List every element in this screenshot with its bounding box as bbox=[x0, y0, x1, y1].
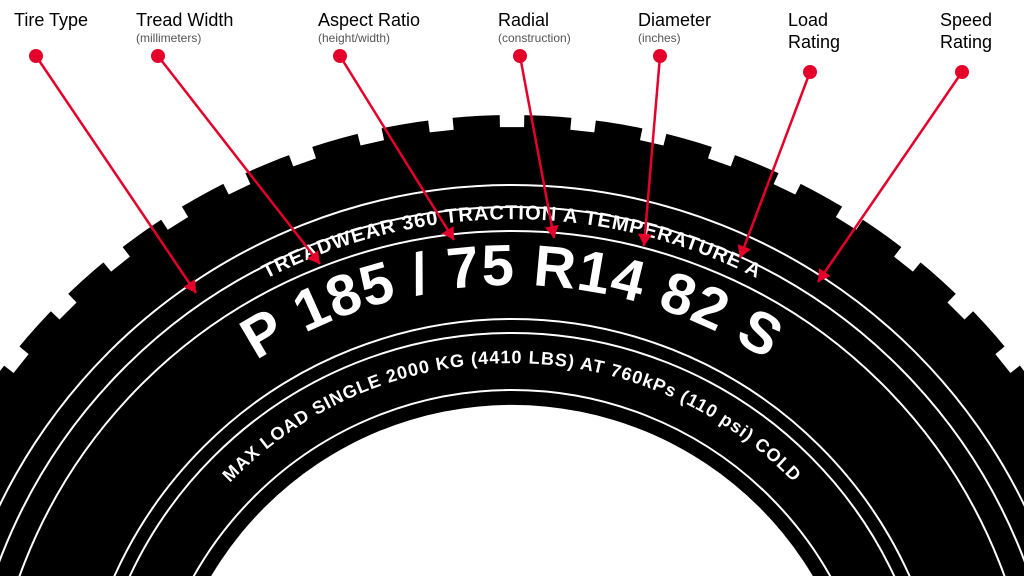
pointer-dot-diameter bbox=[653, 49, 667, 63]
label-tire-type: Tire Type bbox=[14, 10, 88, 30]
pointer-dot-tread-width bbox=[151, 49, 165, 63]
pointer-dot-tire-type bbox=[29, 49, 43, 63]
label-aspect-ratio: Aspect Ratio bbox=[318, 10, 420, 30]
pointer-dot-radial bbox=[513, 49, 527, 63]
callout-labels: Tire Type Tread Width(millimeters) Aspect … bbox=[14, 10, 992, 52]
pointer-dot-aspect-ratio bbox=[333, 49, 347, 63]
label-sub-speed-rating: Rating bbox=[940, 32, 992, 52]
label-sub-tread-width: (millimeters) bbox=[136, 31, 201, 45]
label-sub-load-rating: Rating bbox=[788, 32, 840, 52]
label-diameter: Diameter bbox=[638, 10, 711, 30]
label-sub-radial: (construction) bbox=[498, 31, 571, 45]
label-radial: Radial bbox=[498, 10, 549, 30]
label-sub-aspect-ratio: (height/width) bbox=[318, 31, 390, 45]
pointer-dot-load-rating bbox=[803, 65, 817, 79]
label-load-rating: Load bbox=[788, 10, 828, 30]
label-sub-diameter: (inches) bbox=[638, 31, 681, 45]
label-tread-width: Tread Width bbox=[136, 10, 233, 30]
tire bbox=[0, 113, 1024, 576]
label-speed-rating: Speed bbox=[940, 10, 992, 30]
pointer-dot-speed-rating bbox=[955, 65, 969, 79]
